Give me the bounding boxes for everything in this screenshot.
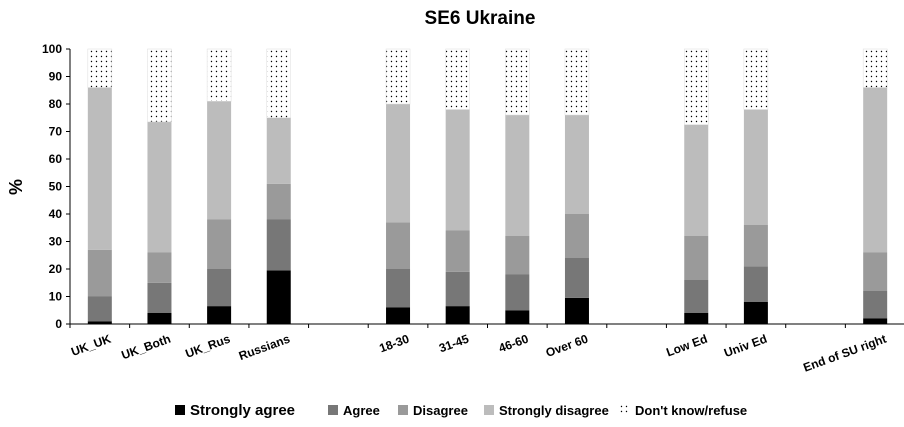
bar-segment — [87, 321, 112, 324]
bar-segment — [684, 236, 709, 280]
chart-title: SE6 Ukraine — [425, 8, 536, 29]
bar-segment — [684, 280, 709, 313]
bar-segment — [505, 274, 530, 311]
x-tick-label: Univ Ed — [722, 332, 769, 360]
bar-segment — [266, 48, 291, 118]
bar-segment — [505, 310, 530, 324]
legend-label: Strongly agree — [190, 402, 295, 419]
bar-segment — [386, 104, 411, 223]
bar-segment — [743, 48, 769, 110]
bar-segment — [505, 236, 530, 275]
bar-segment — [743, 302, 768, 324]
legend-label: Don't know/refuse — [635, 403, 747, 418]
x-tick-label: 46-60 — [497, 332, 531, 356]
bar-segment — [445, 109, 470, 231]
legend-label: Disagree — [413, 403, 468, 418]
y-tick-label: 20 — [49, 262, 63, 276]
bar-segment — [743, 266, 768, 302]
y-tick-label: 60 — [49, 152, 63, 166]
x-tick-label: Over 60 — [544, 332, 590, 360]
x-tick-label: Low Ed — [664, 332, 709, 360]
x-tick-label: 31-45 — [437, 332, 471, 356]
bar-segment — [266, 117, 291, 184]
x-tick-label: UK_UK — [69, 332, 113, 359]
bar-segment — [445, 306, 470, 324]
bar-segment — [445, 271, 470, 307]
bar-segment — [684, 48, 709, 125]
bar-segment — [266, 183, 291, 220]
y-tick-label: 50 — [49, 180, 63, 194]
bar-segment — [147, 121, 172, 253]
bar-segment — [386, 222, 411, 269]
bar-segment — [564, 48, 590, 116]
bar-segment — [266, 270, 291, 324]
x-tick-label: 18-30 — [377, 332, 411, 356]
y-tick-label: 90 — [49, 70, 63, 84]
bar-segment — [87, 249, 112, 297]
bar-segment — [743, 109, 768, 225]
y-tick-label: 70 — [49, 125, 63, 139]
bar-segment — [147, 282, 172, 313]
y-tick-label: 0 — [55, 317, 62, 331]
bar-segment — [266, 219, 291, 271]
bar-segment — [684, 313, 709, 324]
bar-segment — [684, 124, 709, 236]
bar-segment — [863, 291, 888, 319]
bar-segment — [207, 269, 232, 307]
bar-segment — [207, 101, 232, 220]
bar-segment — [564, 258, 589, 298]
bar-segment — [147, 313, 172, 324]
bar-segment — [87, 296, 112, 322]
bar-segment — [862, 48, 888, 88]
legend-swatch — [484, 405, 494, 415]
legend-label: Agree — [343, 403, 380, 418]
legend-label: Strongly disagree — [499, 403, 609, 418]
y-tick-label: 100 — [42, 42, 62, 56]
bar-segment — [87, 48, 113, 88]
bar-segment — [564, 214, 589, 258]
bar-segment — [386, 307, 411, 324]
bar-segment — [87, 87, 112, 250]
bar-segment — [385, 48, 411, 105]
bar-segment — [386, 269, 411, 308]
legend-swatch — [620, 405, 630, 415]
bar-segment — [207, 306, 232, 324]
x-tick-label: UK_Both — [119, 332, 172, 363]
legend-swatch — [175, 405, 185, 415]
bar-segment — [863, 252, 888, 291]
bar-segment — [505, 115, 530, 236]
legend-swatch — [398, 405, 408, 415]
bar-segment — [147, 252, 172, 283]
x-tick-label: End of SU right — [801, 332, 888, 375]
bar-segment — [564, 115, 589, 214]
bar-segment — [505, 48, 530, 116]
bar-segment — [564, 297, 589, 324]
x-tick-label: Russians — [237, 332, 292, 364]
bar-segment — [445, 48, 470, 110]
bar-segment — [207, 219, 232, 269]
bar-segment — [445, 230, 470, 272]
bar-segment — [206, 48, 232, 102]
y-tick-label: 40 — [49, 207, 63, 221]
bar-segment — [863, 318, 888, 324]
bar-segment — [743, 225, 768, 267]
legend-swatch — [328, 405, 338, 415]
y-tick-label: 30 — [49, 235, 63, 249]
bar-segment — [147, 48, 172, 123]
y-tick-label: 10 — [49, 290, 63, 304]
bar-segment — [863, 87, 888, 253]
x-tick-label: UK_Rus — [183, 332, 232, 361]
y-tick-label: 80 — [49, 97, 63, 111]
y-axis-label: % — [6, 179, 26, 195]
